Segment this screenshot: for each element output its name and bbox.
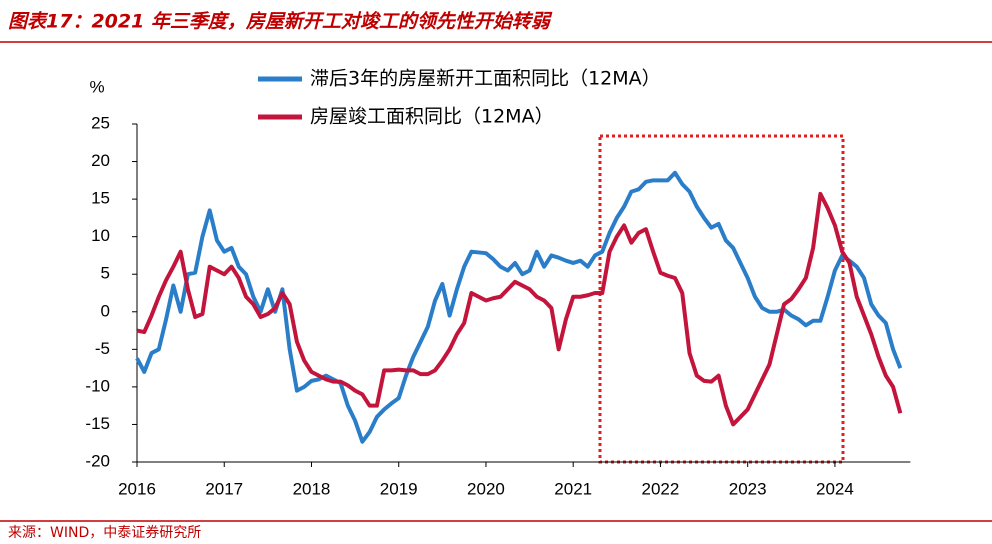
series-line — [135, 170, 903, 444]
x-tick-label: 2023 — [729, 479, 767, 498]
legend-label: 房屋竣工面积同比（12MA） — [310, 106, 554, 128]
y-tick-label: -15 — [85, 414, 110, 433]
y-tick-label: 25 — [91, 113, 110, 132]
y-tick-label: -5 — [95, 339, 110, 358]
legend-label: 滞后3年的房屋新开工面积同比（12MA） — [310, 68, 661, 90]
x-tick-label: 2024 — [816, 479, 854, 498]
y-tick-label: 10 — [91, 226, 110, 245]
y-tick-label: 0 — [101, 301, 110, 320]
y-tick-label: 5 — [101, 264, 110, 283]
y-tick-label: -20 — [85, 451, 110, 470]
x-tick-label: 2019 — [380, 479, 418, 498]
x-tick-label: 2022 — [642, 479, 680, 498]
x-tick-label: 2020 — [467, 479, 505, 498]
x-tick-label: 2021 — [554, 479, 592, 498]
chart-title: 图表17：2021 年三季度，房屋新开工对竣工的领先性开始转弱 — [8, 11, 553, 33]
x-tick-label: 2017 — [205, 479, 243, 498]
y-tick-label: -10 — [85, 376, 110, 395]
x-tick-label: 2018 — [293, 479, 331, 498]
source-note: 来源：WIND，中泰证券研究所 — [8, 525, 201, 541]
x-tick-label: 2016 — [118, 479, 156, 498]
y-axis-unit: % — [89, 77, 104, 96]
series-line — [136, 191, 903, 427]
y-tick-label: 15 — [91, 189, 110, 208]
highlight-box — [598, 134, 845, 464]
y-tick-label: 20 — [91, 151, 110, 170]
